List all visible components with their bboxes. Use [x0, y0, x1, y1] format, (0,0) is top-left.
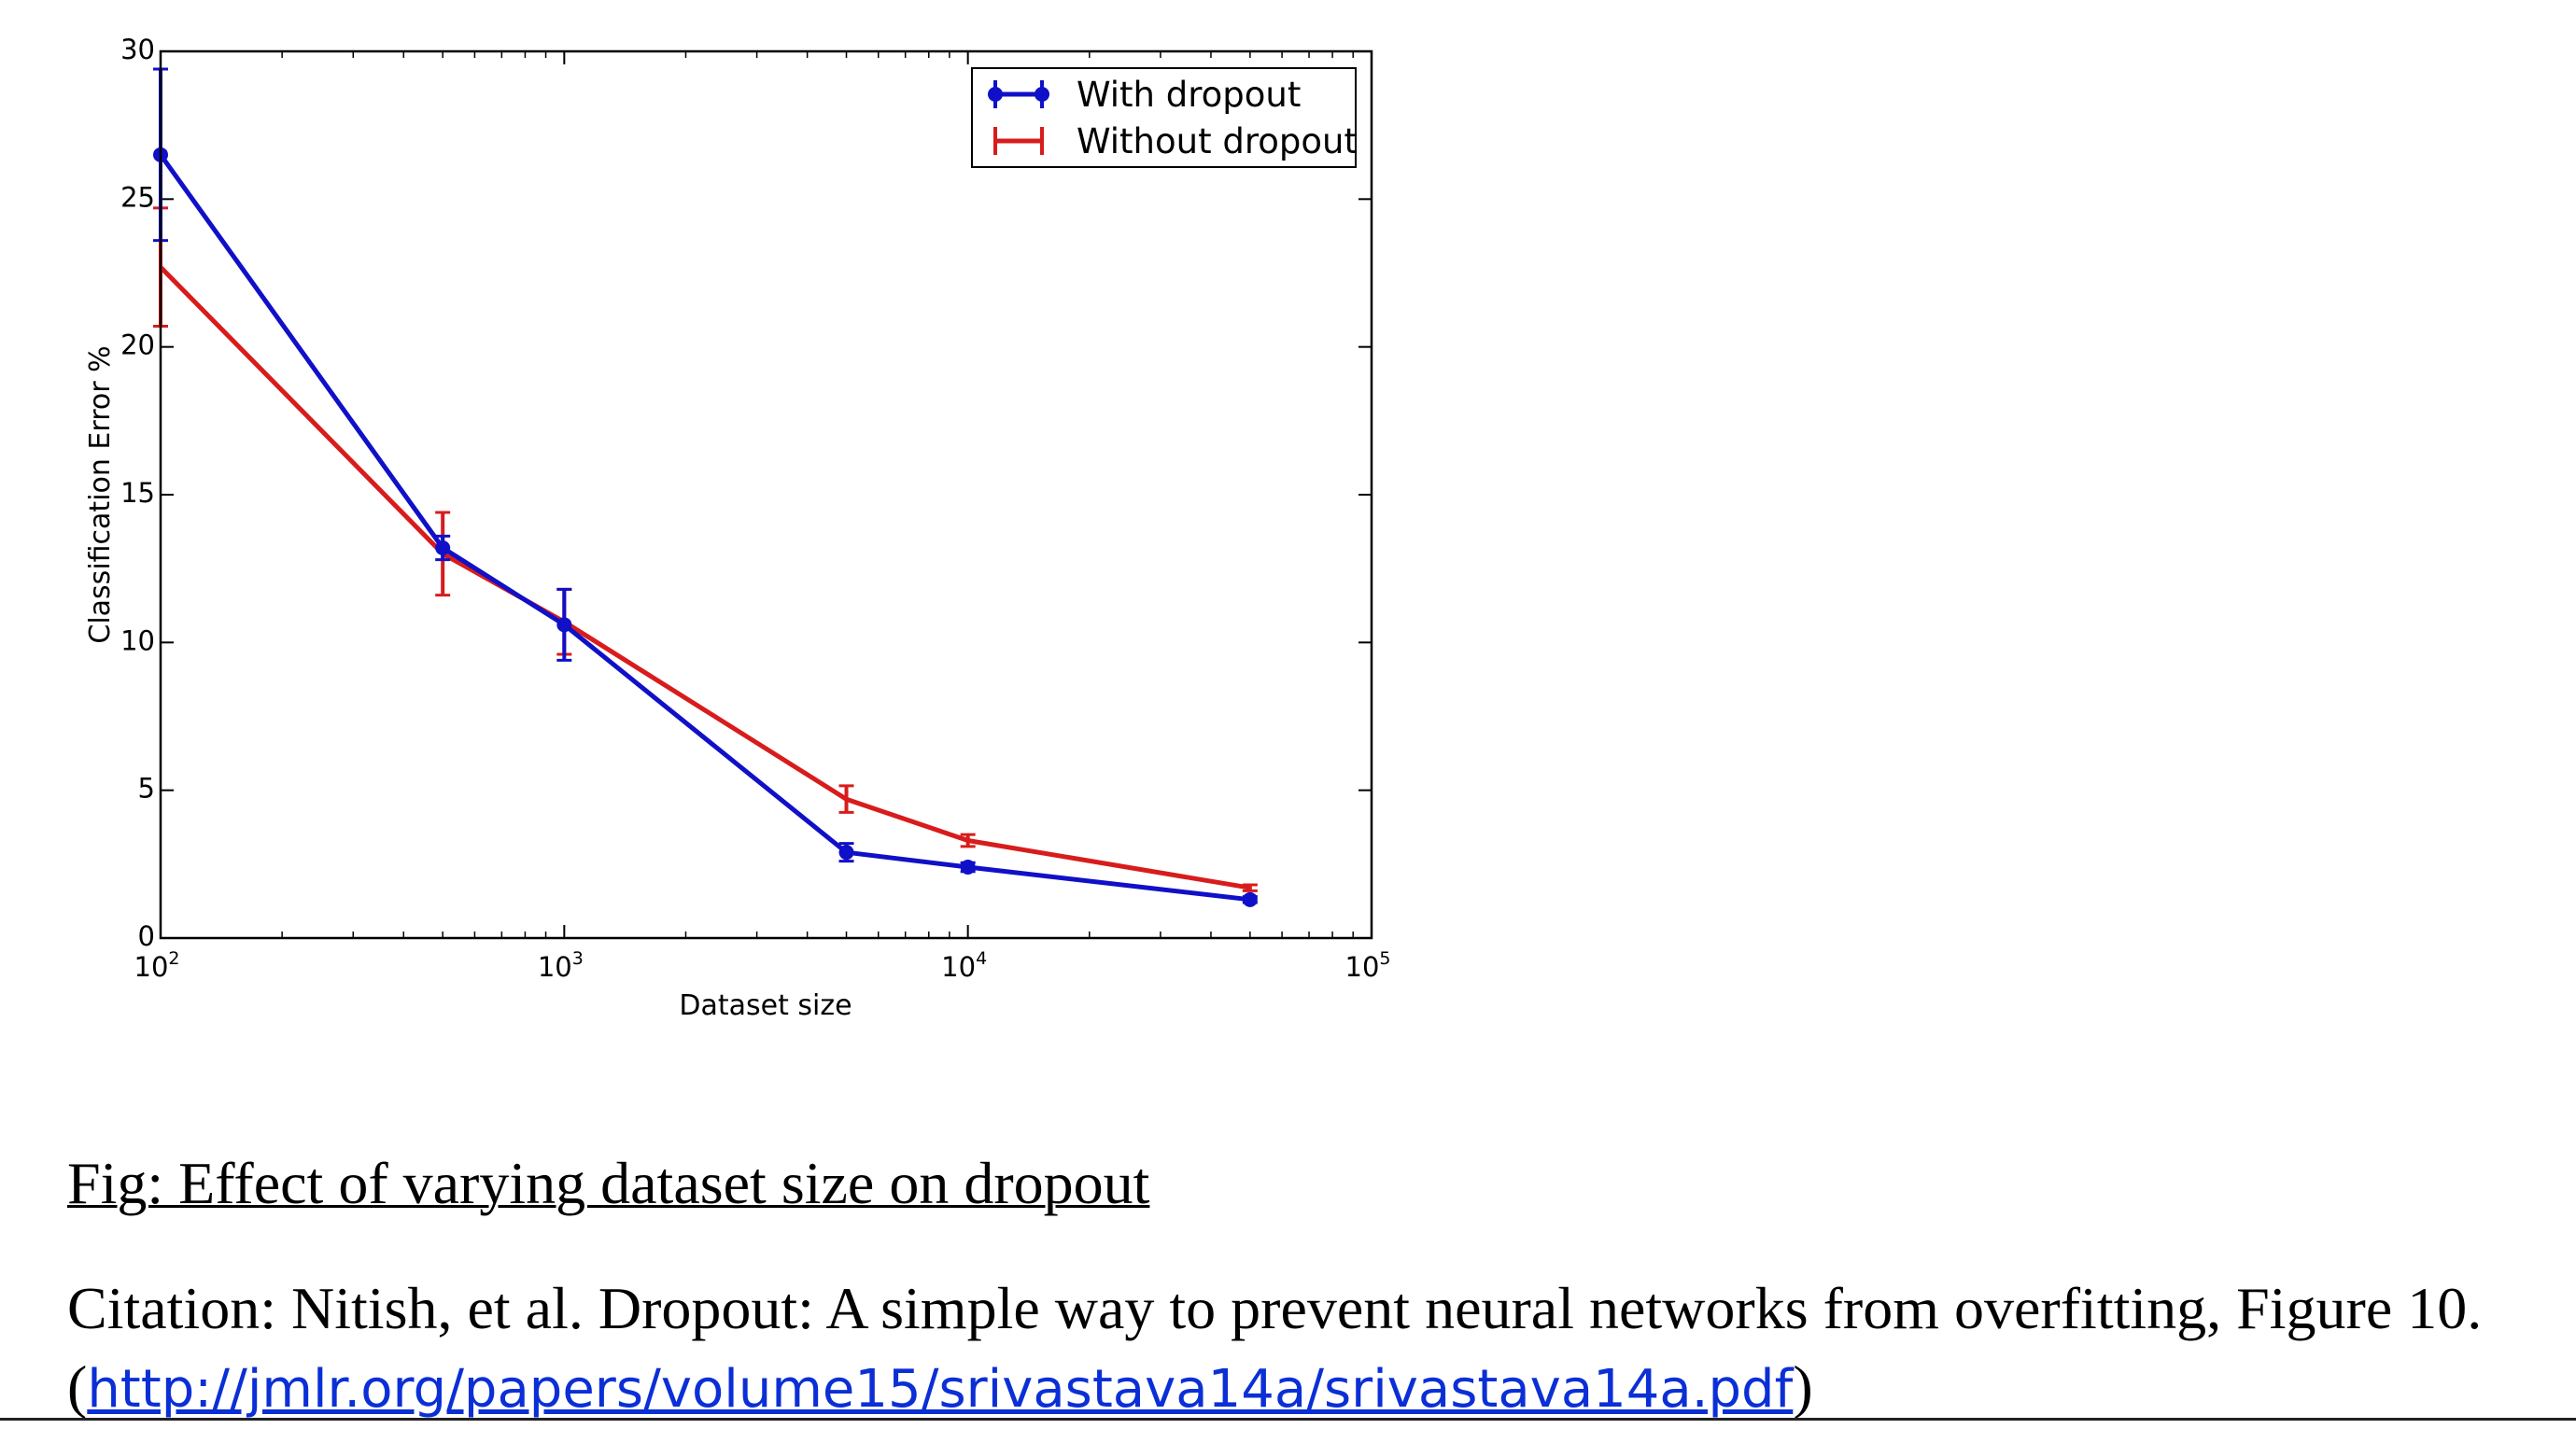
legend-swatch-marker	[988, 87, 1003, 102]
x-tick-label: 103	[538, 948, 584, 983]
series-with-dropout	[153, 67, 1258, 907]
y-tick-label: 20	[120, 329, 155, 361]
chart: 102 103 104 105 0 5 10 15 20 25 30 Dataset size C…	[84, 34, 1391, 1022]
citation-text: Citation: Nitish, et al. Dropout: A simp…	[67, 1275, 2483, 1420]
citation: Citation: Nitish, et al. Dropout: A simp…	[67, 1269, 2569, 1429]
major-ticks	[160, 50, 1372, 939]
y-axis-label: Classification Error %	[84, 345, 117, 643]
y-tick-label: 25	[120, 181, 155, 213]
y-tick-label: 15	[120, 477, 155, 509]
x-tick-label: 105	[1345, 948, 1391, 983]
legend-entry: Without dropout	[993, 121, 1358, 161]
legend: With dropout Without dropout	[971, 67, 1358, 168]
data-point	[1242, 891, 1258, 907]
legend-entry: With dropout	[988, 75, 1301, 115]
legend-swatch-marker	[1035, 87, 1049, 102]
series-line	[158, 153, 1251, 903]
x-axis-label: Dataset size	[679, 989, 852, 1022]
x-tick-label: 104	[941, 948, 987, 983]
series-without-dropout	[153, 206, 1258, 892]
series-line	[159, 265, 1251, 890]
y-tick-label: 0	[138, 920, 155, 952]
data-point	[556, 617, 572, 633]
series-layer	[153, 67, 1258, 907]
bottom-divider	[0, 1418, 2576, 1421]
legend-label: Without dropout	[1077, 121, 1358, 161]
data-point	[435, 540, 451, 555]
citation-link[interactable]: http://jmlr.org/papers/volume15/srivasta…	[87, 1359, 1794, 1420]
x-tick-label: 102	[134, 948, 180, 983]
y-tick-label: 10	[120, 624, 155, 656]
citation-close: )	[1793, 1353, 1813, 1420]
plot-frame	[159, 49, 1373, 940]
y-tick-label: 5	[138, 773, 155, 805]
x-tick-labels: 102 103 104 105	[134, 948, 1391, 983]
figure-caption: Fig: Effect of varying dataset size on d…	[67, 1150, 1150, 1216]
y-tick-label: 30	[120, 34, 155, 65]
data-point	[960, 860, 976, 875]
legend-box	[971, 67, 1357, 168]
legend-label: With dropout	[1077, 75, 1301, 115]
data-point	[838, 845, 854, 861]
minor-ticks	[281, 51, 1354, 938]
y-tick-labels: 0 5 10 15 20 25 30	[120, 34, 155, 952]
